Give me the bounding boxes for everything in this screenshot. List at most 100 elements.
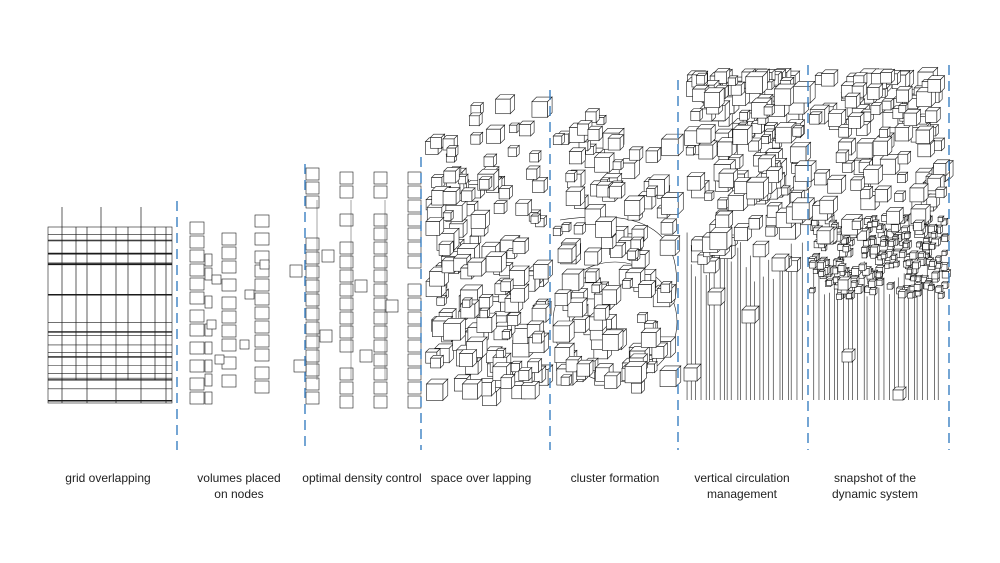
cube-volume [746, 176, 770, 200]
cube-front [903, 242, 909, 249]
cube-front [935, 286, 942, 293]
cube-front [703, 92, 720, 108]
cube-volume [892, 260, 901, 268]
cube-front [686, 176, 701, 191]
volume-box [189, 221, 205, 235]
cube-volume [871, 219, 880, 228]
cube-front [624, 200, 641, 216]
cube-front [837, 279, 849, 291]
cube-front [935, 263, 941, 269]
volume-box [254, 366, 270, 380]
cube-volume [898, 249, 908, 259]
cube-front [565, 172, 575, 183]
density-box [407, 171, 422, 185]
density-box [305, 377, 320, 391]
volume-box [254, 306, 270, 320]
cube-volume [932, 159, 951, 177]
volume-box [221, 296, 237, 310]
cube-front [748, 140, 759, 152]
cube-front [567, 301, 583, 318]
cube-volume [931, 270, 941, 280]
density-control-drawing [289, 167, 422, 409]
cube-volume [941, 249, 949, 257]
cube-front [461, 190, 473, 202]
density-box [373, 353, 388, 367]
cube-volume [842, 243, 851, 253]
cube-front [850, 179, 862, 191]
cube-volume [835, 149, 850, 164]
cube-front [718, 172, 734, 188]
cube-volume [506, 311, 522, 327]
cube-volume [813, 168, 831, 186]
vertical-circulation-drawing [683, 67, 817, 400]
volume-box [221, 310, 237, 324]
cube-volume [438, 240, 455, 257]
density-box [339, 185, 354, 199]
cube-volume [442, 317, 467, 341]
cube-front [910, 276, 916, 282]
cube-volume [887, 238, 896, 248]
cube-front [470, 134, 481, 145]
density-node [359, 349, 373, 363]
cube-front [875, 272, 882, 278]
density-box [407, 283, 422, 297]
cube-volume [935, 261, 943, 269]
density-box [373, 255, 388, 269]
cube-front [893, 262, 899, 268]
cube-volume [827, 108, 847, 128]
cube-front [591, 284, 600, 294]
density-box [407, 213, 422, 227]
cube-front [469, 115, 480, 127]
cube-front [774, 88, 792, 106]
cube-front [645, 150, 658, 163]
cube-front [532, 180, 545, 193]
cube-front [876, 279, 883, 286]
cube-front [866, 87, 880, 100]
volume-box [204, 373, 213, 387]
cube-volume [493, 199, 508, 215]
volume-box [254, 214, 270, 228]
density-box [305, 167, 320, 181]
cube-front [612, 161, 622, 171]
cube-front [715, 214, 730, 229]
cube-front [835, 152, 847, 163]
cube-front [809, 288, 815, 294]
cube-volume [909, 183, 929, 203]
volume-box [254, 278, 270, 292]
cube-front [881, 100, 892, 111]
cube-front [717, 141, 733, 157]
cube-front [927, 285, 934, 291]
cube-volume [885, 206, 904, 225]
density-box [339, 311, 354, 325]
cube-front [930, 233, 936, 239]
cube-volume [442, 209, 454, 222]
cube-volume [879, 153, 901, 175]
cube-volume [880, 252, 888, 260]
cube-front [896, 89, 909, 103]
cube-volume [696, 123, 716, 144]
cube-front [915, 291, 921, 297]
cube-front [638, 284, 652, 298]
cube-front [572, 319, 586, 333]
density-box [339, 367, 354, 381]
cube-front [426, 383, 444, 401]
cube-volume [640, 327, 662, 349]
cube-front [506, 250, 515, 259]
cube-front [809, 261, 816, 269]
cube-volume [660, 218, 678, 235]
cube-front [905, 274, 911, 280]
cube-volume [637, 280, 656, 299]
volume-box [189, 377, 205, 391]
volume-node [214, 354, 225, 365]
density-box [407, 339, 422, 353]
cube-front [925, 110, 938, 123]
cube-volume [860, 245, 870, 254]
cube-volume [601, 329, 624, 352]
cube-front [765, 226, 776, 237]
density-box [339, 255, 354, 269]
cube-volume [915, 240, 923, 248]
cube-volume [531, 330, 545, 344]
cube-front [872, 140, 888, 156]
cube-front [573, 225, 584, 235]
cube-volume [703, 87, 725, 109]
